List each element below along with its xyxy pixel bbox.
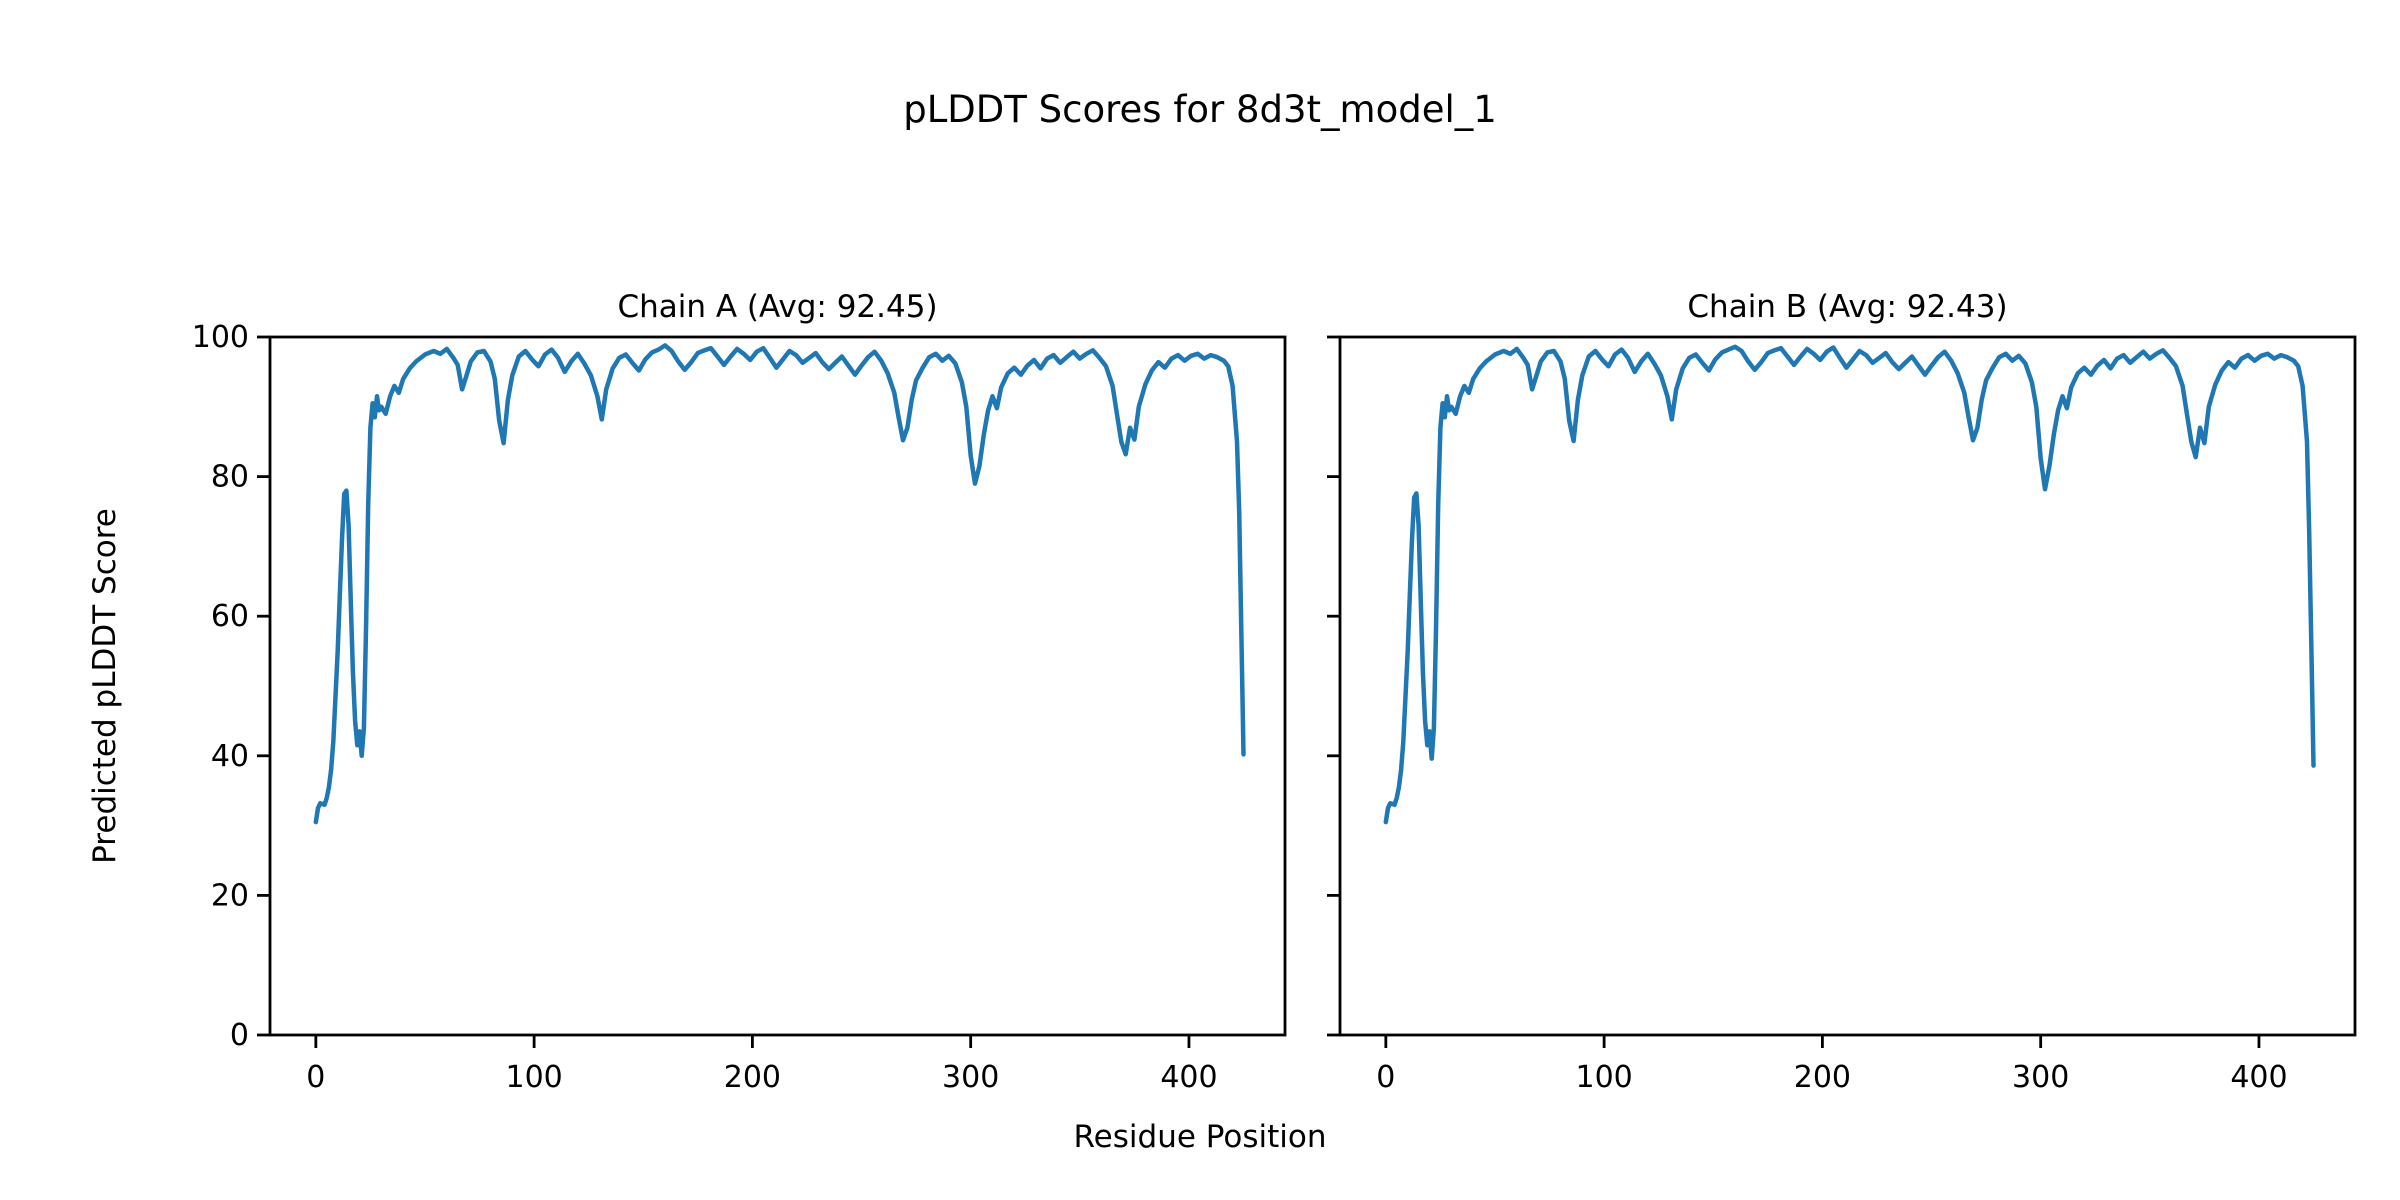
chain-a-plddt-line bbox=[313, 343, 1246, 825]
x-tick-label: 0 bbox=[306, 1060, 325, 1095]
chain-b-plot-area: 0 100 200 300 400 bbox=[1327, 335, 2357, 1095]
x-tick-label: 300 bbox=[2012, 1060, 2069, 1095]
y-axis-label: Predicted pLDDT Score bbox=[87, 508, 123, 864]
x-tick-label: 400 bbox=[1160, 1060, 1217, 1095]
y-tick-label: 100 bbox=[192, 320, 249, 355]
axes-spines bbox=[268, 335, 1287, 1037]
x-tick-label: 200 bbox=[724, 1060, 781, 1095]
chain-b-subplot-title: Chain B (Avg: 92.43) bbox=[1687, 289, 2008, 325]
x-tick-label: 100 bbox=[1575, 1060, 1632, 1095]
y-tick-label: 40 bbox=[211, 739, 249, 774]
chain-a-plot-area: 0 100 200 300 400 0 20 40 60 80 100 bbox=[192, 320, 1287, 1095]
chain-a-subplot-title: Chain A (Avg: 92.45) bbox=[617, 289, 938, 325]
y-tick-label: 60 bbox=[211, 599, 249, 634]
x-tick-label: 0 bbox=[1376, 1060, 1395, 1095]
y-tick-label: 0 bbox=[230, 1018, 249, 1053]
x-tick-label: 300 bbox=[942, 1060, 999, 1095]
y-tick-label: 20 bbox=[211, 878, 249, 913]
x-tick-label: 100 bbox=[505, 1060, 562, 1095]
x-axis-label: Residue Position bbox=[1073, 1119, 1327, 1155]
figure-title: pLDDT Scores for 8d3t_model_1 bbox=[903, 88, 1497, 131]
chain-b-plddt-line bbox=[1383, 344, 2316, 825]
y-tick-label: 80 bbox=[211, 460, 249, 495]
x-tick-label: 200 bbox=[1794, 1060, 1851, 1095]
x-tick-label: 400 bbox=[2230, 1060, 2287, 1095]
axes-spines bbox=[1338, 335, 2357, 1037]
